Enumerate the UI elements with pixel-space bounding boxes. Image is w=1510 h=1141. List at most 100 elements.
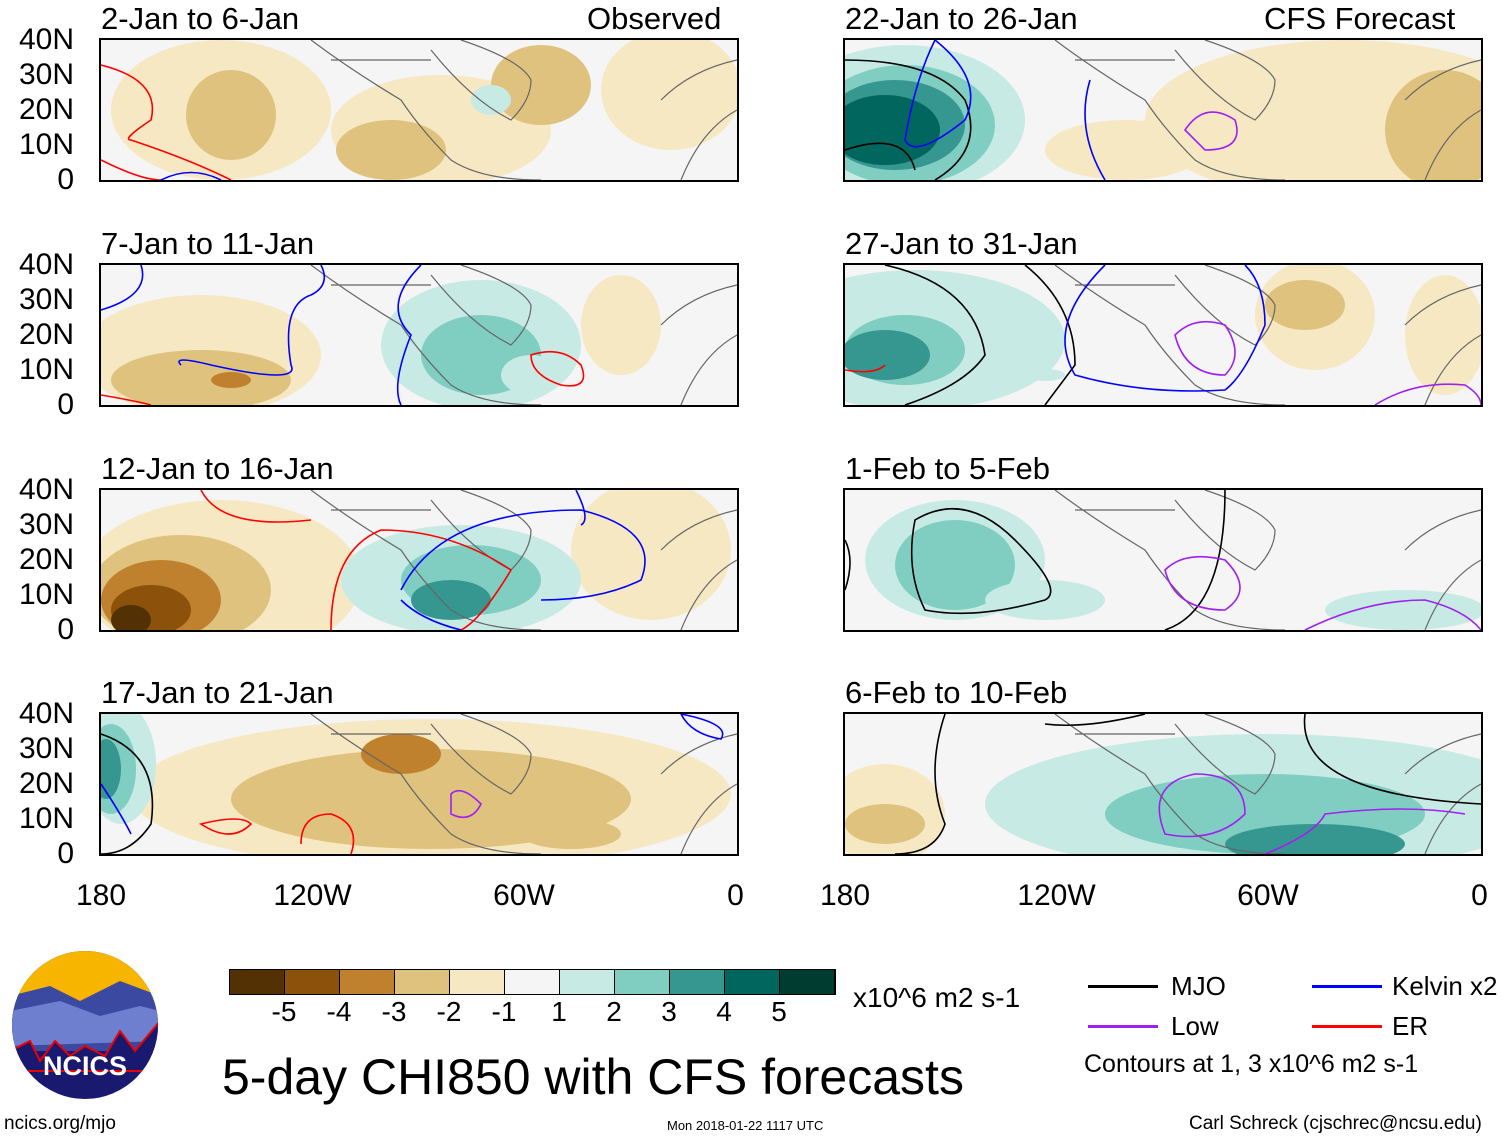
chi850-shading: [361, 734, 441, 774]
colorbar-label: -3: [381, 996, 407, 1027]
contour: [101, 265, 144, 311]
map-panel-svg: [101, 714, 737, 854]
contour: [1264, 808, 1466, 854]
contour: [904, 40, 972, 148]
contour: [1174, 320, 1236, 376]
chi850-shading: [1385, 70, 1481, 180]
colorbar-swatch: [560, 970, 615, 994]
footer-author: Carl Schreck (cjschrec@ncsu.edu): [1189, 1113, 1482, 1134]
lat-label: 30N: [18, 732, 74, 765]
legend-line-kelvin: [1312, 985, 1382, 988]
map-panel: [843, 263, 1483, 407]
contour: [1158, 773, 1246, 838]
colorbar-label: -2: [436, 996, 462, 1027]
lon-label: 0: [1471, 879, 1488, 912]
panel-title: 6-Feb to 10-Feb: [845, 675, 1068, 710]
footer-timestamp: Mon 2018-01-22 1117 UTC: [667, 1118, 824, 1133]
chi850-shading: [845, 804, 925, 844]
panel-title: 2-Jan to 6-Jan: [101, 1, 300, 36]
legend-line-er: [1312, 1025, 1382, 1028]
chi850-shading: [845, 95, 940, 165]
colorbar-swatch: [505, 970, 560, 994]
legend-kelvin: Kelvin x2: [1392, 971, 1498, 1001]
panel-title: 7-Jan to 11-Jan: [101, 226, 315, 261]
map-panel-svg: [101, 40, 737, 180]
coastline: [310, 490, 737, 630]
lat-label: 40N: [18, 473, 74, 506]
contour-note: Contours at 1, 3 x10^6 m2 s-1: [1084, 1050, 1419, 1078]
legend-line-low: [1088, 1025, 1158, 1028]
lat-label: 10N: [18, 578, 74, 611]
colorbar: [229, 969, 836, 995]
colorbar-label: 2: [606, 996, 622, 1027]
contour: [575, 490, 586, 526]
chi850-shading: [411, 580, 491, 620]
contour: [845, 142, 916, 171]
cfs-forecast-label: CFS Forecast: [1264, 1, 1456, 36]
contour: [396, 265, 422, 405]
colorbar-units: x10^6 m2 s-1: [853, 982, 1021, 1013]
observed-label: Observed: [587, 1, 722, 36]
colorbar-swatch: [780, 970, 835, 994]
chi850-shading: [1265, 280, 1345, 330]
coastline: [310, 40, 737, 180]
chi850-shading: [111, 350, 291, 405]
colorbar-swatch: [615, 970, 670, 994]
colorbar-label: 1: [551, 996, 567, 1027]
contour: [400, 509, 646, 601]
colorbar-label: 4: [716, 996, 732, 1027]
contour: [1024, 265, 1076, 405]
coastline: [310, 714, 737, 854]
chi850-shading: [111, 605, 151, 630]
chi850-shading: [1325, 590, 1481, 630]
contour: [330, 529, 513, 630]
panel-title: 27-Jan to 31-Jan: [845, 226, 1078, 261]
contour: [845, 539, 851, 591]
chi850-shading: [186, 70, 276, 160]
panel-title: 22-Jan to 26-Jan: [845, 1, 1078, 36]
map-panel-svg: [101, 265, 737, 405]
legend-mjo: MJO: [1171, 971, 1226, 1001]
contour: [894, 714, 946, 854]
chi850-shading: [1025, 369, 1065, 381]
logo-text: NCICS: [43, 1051, 127, 1081]
contour: [1164, 555, 1241, 611]
lat-label: 30N: [18, 283, 74, 316]
colorbar-swatch: [285, 970, 340, 994]
map-panel-svg: [845, 265, 1481, 405]
colorbar-label: 5: [771, 996, 787, 1027]
chi850-shading: [471, 85, 511, 115]
contour: [1304, 599, 1481, 630]
contour: [845, 364, 886, 373]
contour: [450, 789, 482, 819]
panel-title: 1-Feb to 5-Feb: [845, 451, 1051, 486]
panel-title: 17-Jan to 21-Jan: [101, 675, 334, 710]
chi850-shading: [501, 355, 561, 395]
colorbar-swatch: [450, 970, 505, 994]
figure-title: 5-day CHI850 with CFS forecasts: [222, 1049, 964, 1105]
chi850-shading: [231, 749, 631, 849]
chi850-shading: [101, 739, 121, 799]
lon-label: 180: [819, 879, 871, 912]
panel-title: 12-Jan to 16-Jan: [101, 451, 334, 486]
coastline: [1054, 265, 1481, 405]
contour: [1374, 383, 1481, 405]
footer-url: ncics.org/mjo: [4, 1113, 116, 1134]
chi850-shading: [1225, 824, 1405, 854]
colorbar-label: -5: [271, 996, 297, 1027]
chi850-shading: [581, 275, 661, 375]
colorbar-swatch: [725, 970, 780, 994]
coastline: [1054, 490, 1481, 630]
legend-line-mjo: [1088, 985, 1158, 988]
map-panel: [843, 712, 1483, 856]
lat-label: 0: [57, 613, 74, 646]
coastline: [310, 265, 737, 405]
lat-label: 20N: [18, 543, 74, 576]
map-panel-svg: [845, 490, 1481, 630]
map-panel: [99, 38, 739, 182]
chi850-shading: [601, 40, 737, 150]
lat-label: 30N: [18, 508, 74, 541]
lon-label: 0: [727, 879, 744, 912]
chi850-shading: [1045, 120, 1205, 180]
